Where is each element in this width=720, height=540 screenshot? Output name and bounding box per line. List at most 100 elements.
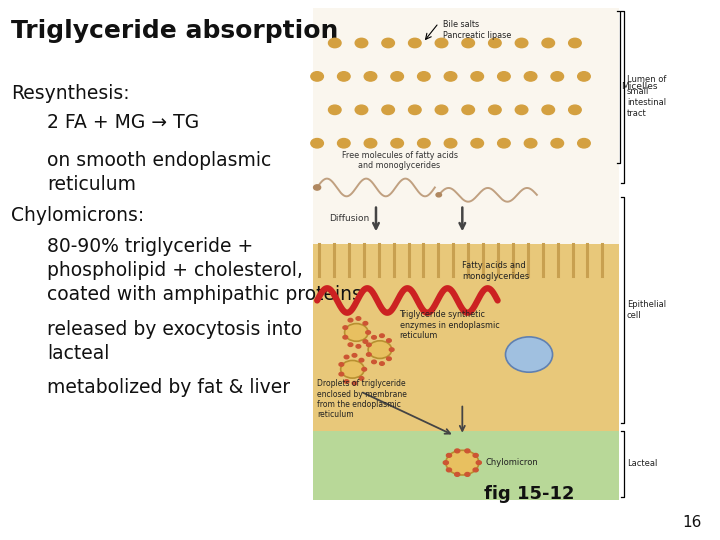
Circle shape: [355, 105, 368, 114]
Bar: [313, 431, 619, 500]
Text: Micelles: Micelles: [621, 82, 658, 91]
Circle shape: [344, 355, 349, 359]
Circle shape: [356, 317, 361, 320]
Circle shape: [471, 139, 484, 148]
Circle shape: [379, 334, 384, 338]
Circle shape: [372, 360, 377, 363]
Circle shape: [348, 319, 353, 322]
Circle shape: [418, 139, 430, 148]
Circle shape: [359, 359, 364, 362]
Circle shape: [362, 368, 366, 371]
Circle shape: [435, 38, 448, 48]
Circle shape: [356, 345, 361, 348]
Circle shape: [366, 353, 372, 356]
Circle shape: [390, 348, 394, 352]
Circle shape: [328, 38, 341, 48]
Circle shape: [516, 105, 528, 114]
Circle shape: [338, 72, 350, 81]
Text: 80-90% triglyceride +
phospholipid + cholesterol,
coated with amphipathic protei: 80-90% triglyceride + phospholipid + cho…: [47, 237, 361, 304]
Circle shape: [387, 339, 391, 342]
Circle shape: [454, 449, 460, 453]
Circle shape: [311, 72, 323, 81]
Circle shape: [524, 139, 537, 148]
Text: Resynthesis:: Resynthesis:: [11, 84, 130, 103]
Text: metabolized by fat & liver: metabolized by fat & liver: [47, 378, 290, 397]
Circle shape: [577, 72, 590, 81]
Bar: [313, 244, 619, 431]
Text: fig 15-12: fig 15-12: [484, 485, 575, 503]
Circle shape: [476, 461, 482, 464]
Circle shape: [359, 376, 364, 380]
Circle shape: [465, 472, 470, 476]
Circle shape: [418, 72, 430, 81]
Circle shape: [366, 330, 371, 334]
Circle shape: [338, 139, 350, 148]
Text: Lumen of
small
intestinal
tract: Lumen of small intestinal tract: [627, 76, 666, 118]
Circle shape: [516, 38, 528, 48]
Text: 2 FA + MG → TG: 2 FA + MG → TG: [47, 113, 199, 132]
Text: Droplets of triglyceride
enclosed by membrane
from the endoplasmic
reticulum: Droplets of triglyceride enclosed by mem…: [317, 379, 407, 419]
Circle shape: [363, 340, 368, 343]
Circle shape: [339, 373, 343, 376]
Circle shape: [446, 468, 451, 472]
Circle shape: [465, 449, 470, 453]
Circle shape: [314, 185, 320, 190]
FancyArrowPatch shape: [459, 207, 465, 228]
Circle shape: [408, 105, 421, 114]
Circle shape: [551, 139, 564, 148]
Text: Diffusion: Diffusion: [329, 214, 369, 223]
Text: on smooth endoplasmic
reticulum: on smooth endoplasmic reticulum: [47, 151, 271, 194]
Text: Free molecules of fatty acids
and monoglycerides: Free molecules of fatty acids and monogl…: [341, 151, 457, 170]
Circle shape: [542, 105, 554, 114]
Circle shape: [473, 454, 478, 457]
FancyArrowPatch shape: [373, 207, 379, 228]
Circle shape: [444, 139, 456, 148]
Circle shape: [435, 105, 448, 114]
Circle shape: [311, 139, 323, 148]
Text: Lacteal: Lacteal: [627, 460, 657, 468]
Circle shape: [498, 72, 510, 81]
Circle shape: [391, 139, 403, 148]
Circle shape: [577, 139, 590, 148]
Text: Triglyceride synthetic
enzymes in endoplasmic
reticulum: Triglyceride synthetic enzymes in endopl…: [400, 310, 499, 340]
Circle shape: [372, 335, 377, 339]
Circle shape: [462, 38, 474, 48]
Text: Bile salts
Pancreatic lipase: Bile salts Pancreatic lipase: [443, 21, 511, 40]
Circle shape: [569, 38, 581, 48]
Circle shape: [341, 361, 364, 378]
Circle shape: [444, 461, 449, 464]
Circle shape: [489, 105, 501, 114]
Circle shape: [454, 472, 460, 476]
Circle shape: [471, 72, 484, 81]
Text: Chylomicrons:: Chylomicrons:: [11, 206, 144, 225]
FancyArrowPatch shape: [460, 407, 465, 431]
Text: Fatty acids and
monoglycerides: Fatty acids and monoglycerides: [462, 261, 530, 281]
FancyArrowPatch shape: [363, 393, 450, 434]
Circle shape: [348, 343, 353, 347]
Circle shape: [363, 321, 368, 325]
Circle shape: [328, 105, 341, 114]
Text: Chylomicron: Chylomicron: [486, 458, 539, 467]
Circle shape: [436, 193, 441, 197]
Circle shape: [368, 341, 392, 359]
Circle shape: [387, 357, 391, 361]
Circle shape: [379, 362, 384, 366]
Circle shape: [551, 72, 564, 81]
Text: Epithelial
cell: Epithelial cell: [627, 300, 666, 320]
Text: Triglyceride absorption: Triglyceride absorption: [11, 19, 338, 43]
Circle shape: [355, 38, 368, 48]
Circle shape: [364, 139, 377, 148]
Circle shape: [366, 343, 372, 347]
Circle shape: [345, 323, 368, 341]
Circle shape: [343, 335, 348, 339]
Circle shape: [382, 105, 395, 114]
Text: 16: 16: [683, 515, 702, 530]
Circle shape: [444, 72, 456, 81]
Circle shape: [473, 468, 478, 472]
Circle shape: [524, 72, 537, 81]
Circle shape: [446, 454, 451, 457]
Circle shape: [446, 450, 479, 475]
Circle shape: [382, 38, 395, 48]
Circle shape: [339, 363, 343, 366]
Circle shape: [352, 354, 357, 357]
